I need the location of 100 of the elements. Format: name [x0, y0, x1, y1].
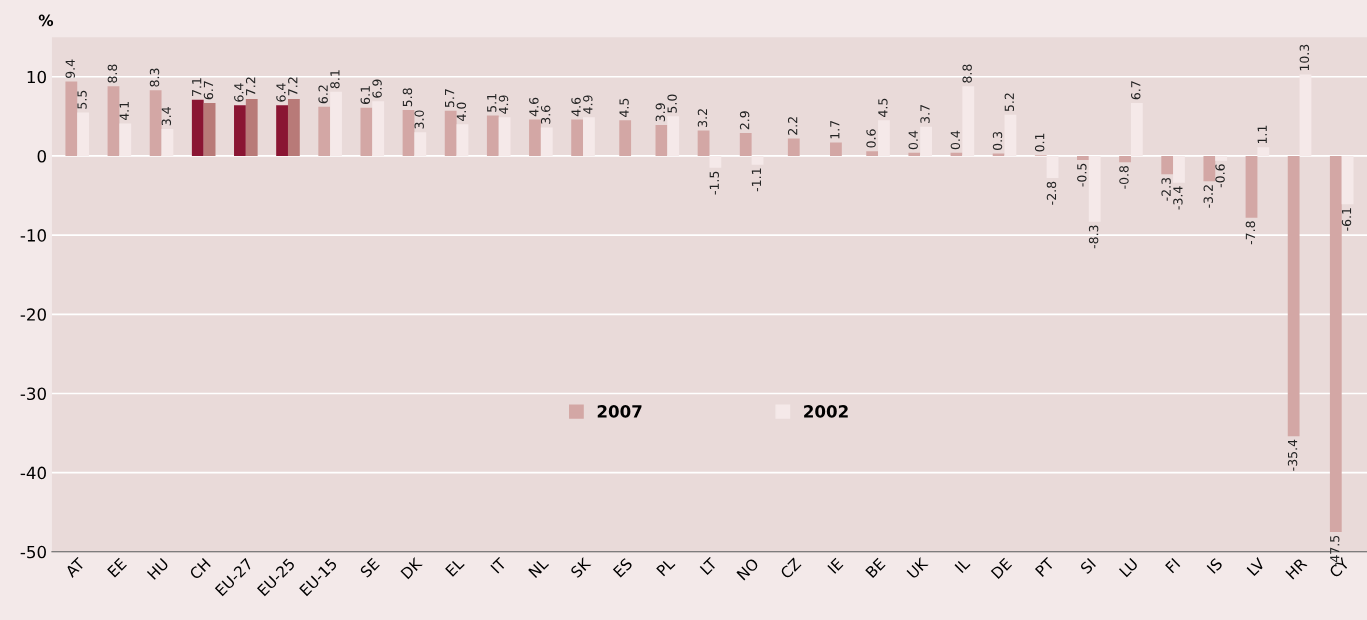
data-label: 4.9	[498, 95, 509, 114]
bar	[583, 117, 595, 156]
bar	[1004, 114, 1017, 156]
bar	[529, 119, 541, 156]
bar	[1046, 155, 1059, 179]
bar	[191, 99, 204, 156]
bar	[1257, 147, 1270, 156]
data-label: 7.2	[245, 77, 256, 96]
bar	[655, 125, 668, 156]
bar	[866, 151, 879, 156]
bar	[444, 110, 457, 156]
data-label: 4.0	[456, 102, 467, 121]
data-label: -0.6	[1215, 164, 1225, 188]
y-tick-label: -10	[20, 229, 46, 242]
data-label: 0.3	[992, 131, 1003, 150]
bar	[414, 132, 427, 156]
y-tick-label: -20	[20, 308, 46, 321]
data-label: 5.1	[487, 94, 497, 112]
data-label: 4.1	[119, 101, 129, 121]
data-label: 6.9	[372, 79, 382, 98]
x-tick-label: EE	[107, 557, 127, 578]
data-label: -0.8	[1119, 165, 1129, 189]
data-label: 0.1	[1034, 133, 1045, 152]
bar	[1215, 155, 1228, 161]
data-label: 5.0	[667, 94, 677, 113]
data-label: 3.2	[697, 109, 708, 127]
x-tick-label: HR	[1285, 557, 1308, 580]
bar	[1245, 155, 1258, 218]
bar	[245, 98, 258, 156]
data-label: -2.8	[1046, 181, 1057, 205]
data-label: 5.8	[402, 88, 413, 107]
bar	[65, 81, 78, 156]
y-tick-label: -50	[20, 545, 46, 559]
data-label: 4.5	[619, 98, 629, 117]
data-label: -1.5	[709, 171, 719, 195]
data-label: 4.6	[571, 97, 581, 117]
data-label: 0.4	[950, 130, 961, 150]
bar	[908, 152, 921, 156]
x-tick-label: CH	[188, 557, 211, 581]
bar	[1077, 155, 1089, 160]
data-label: 5.5	[77, 90, 87, 109]
data-label: 6.2	[318, 85, 328, 104]
data-label: 6.7	[1131, 81, 1141, 100]
bar	[1203, 155, 1216, 182]
bar	[1130, 102, 1143, 156]
bar	[540, 127, 553, 156]
y-tick-label: 0	[37, 149, 46, 163]
x-tick-label: NO	[736, 557, 760, 581]
x-tick-label: NL	[528, 557, 550, 578]
x-tick-label: PL	[656, 557, 676, 577]
x-tick-label: PT	[1034, 556, 1055, 577]
y-tick-label: -30	[20, 387, 46, 401]
data-label: 6.7	[203, 81, 214, 100]
bar	[234, 105, 246, 156]
data-label: 3.9	[655, 103, 666, 122]
bar	[203, 102, 216, 156]
bar	[571, 119, 584, 156]
data-label: 2.9	[739, 111, 750, 130]
data-label: 8.8	[962, 64, 972, 83]
data-label: -35.4	[1287, 439, 1298, 471]
x-tick-label: LV	[1246, 557, 1266, 577]
x-tick-label: DK	[400, 556, 423, 580]
data-label: 5.2	[1004, 93, 1015, 112]
data-label: 5.7	[445, 89, 455, 108]
x-tick-label: LT	[699, 556, 718, 575]
bar	[1161, 155, 1174, 175]
x-tick-label: AT	[64, 556, 86, 578]
data-label: 8.8	[107, 64, 118, 83]
x-tick-label: IT	[490, 556, 507, 574]
bar	[962, 86, 975, 156]
bar	[360, 107, 373, 156]
bar	[498, 117, 511, 156]
data-label: -3.4	[1173, 186, 1183, 210]
x-tick-label: DE	[990, 557, 1013, 579]
bar	[920, 126, 933, 156]
data-label: 6.4	[276, 83, 286, 102]
data-label: -1.1	[751, 168, 761, 192]
bar	[161, 129, 174, 156]
data-label: 3.7	[920, 105, 930, 123]
bar	[372, 101, 385, 156]
data-label: 3.6	[540, 105, 551, 124]
bar	[1341, 155, 1354, 205]
legend-label: 2007	[597, 405, 642, 418]
bar	[1299, 74, 1312, 156]
bar	[739, 132, 752, 156]
bar	[709, 155, 722, 168]
legend-label: 2002	[804, 405, 848, 418]
x-tick-label: CZ	[779, 557, 802, 580]
bar	[1088, 155, 1101, 222]
data-label: -2.3	[1161, 177, 1171, 201]
bar	[697, 130, 710, 156]
x-tick-label: UK	[906, 556, 929, 580]
x-tick-label: SI	[1079, 557, 1097, 575]
bar	[667, 116, 680, 156]
bar	[1287, 155, 1300, 437]
x-tick-label: SK	[569, 556, 592, 579]
bar	[276, 105, 288, 156]
bar	[1329, 155, 1342, 533]
data-label: 3.4	[161, 107, 172, 126]
data-label: 0.4	[908, 130, 918, 150]
